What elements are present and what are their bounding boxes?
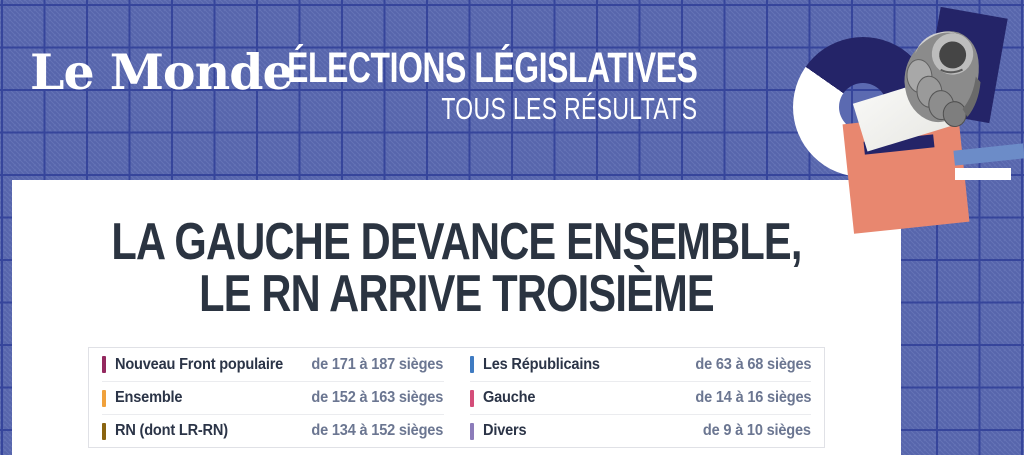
seat-range: de 171 à 187 sièges [311,355,444,373]
content-card: LA GAUCHE DEVANCE ENSEMBLE, LE RN ARRIVE… [12,180,901,455]
ballot-slot-shape [863,134,935,155]
headline-line-2: LE RN ARRIVE TROISIÈME [199,265,715,323]
seat-range: de 9 à 10 sièges [703,422,811,439]
page-title: LA GAUCHE DEVANCE ENSEMBLE, LE RN ARRIVE… [101,216,812,320]
party-color-bar [469,422,474,440]
party-color-bar [102,356,106,373]
results-column-left: Nouveau Front populaire de 171 à 187 siè… [89,348,457,447]
navy-card-shape [922,6,1008,124]
result-row: RN (dont LR-RN) de 134 à 152 sièges [102,414,444,447]
headline-line-1: LA GAUCHE DEVANCE ENSEMBLE, [111,213,802,271]
results-column-right: Les Républicains de 63 à 68 sièges Gauch… [457,348,825,447]
party-color-bar [469,356,474,373]
white-bar-shape [955,168,1011,180]
result-row: Divers de 9 à 10 sièges [469,414,811,447]
banner-titles: ÉLECTIONS LÉGISLATIVES TOUS LES RÉSULTAT… [286,44,698,127]
result-row: Ensemble de 152 à 163 sièges [102,381,444,414]
party-name: Ensemble [115,389,183,406]
party-name: RN (dont LR-RN) [115,422,228,439]
steel-blue-bar-shape [953,143,1024,166]
seat-range: de 63 à 68 sièges [695,355,811,373]
party-name: Gauche [482,389,536,406]
hand-photo [904,31,981,128]
party-color-bar [102,389,106,407]
election-subtitle: TOUS LES RÉSULTATS [440,91,697,126]
party-name: Les Républicains [482,355,600,373]
seat-range: de 152 à 163 sièges [311,389,444,406]
donut-hole [839,83,887,131]
le-monde-logo[interactable]: Le Monde [30,43,294,101]
seat-range: de 134 à 152 sièges [311,422,444,439]
election-title: ÉLECTIONS LÉGISLATIVES [286,44,698,92]
ballot-paper-shape [852,74,964,152]
party-color-bar [469,389,474,407]
results-table: Nouveau Front populaire de 171 à 187 siè… [88,347,825,448]
result-row: Gauche de 14 à 16 sièges [469,381,811,414]
party-name: Nouveau Front populaire [115,355,284,373]
result-row: Nouveau Front populaire de 171 à 187 siè… [102,348,444,381]
party-name: Divers [482,422,527,439]
donut-chart-shape [793,37,933,177]
party-color-bar [102,422,106,440]
result-row: Les Républicains de 63 à 68 sièges [469,348,811,381]
seat-range: de 14 à 16 sièges [695,389,811,406]
